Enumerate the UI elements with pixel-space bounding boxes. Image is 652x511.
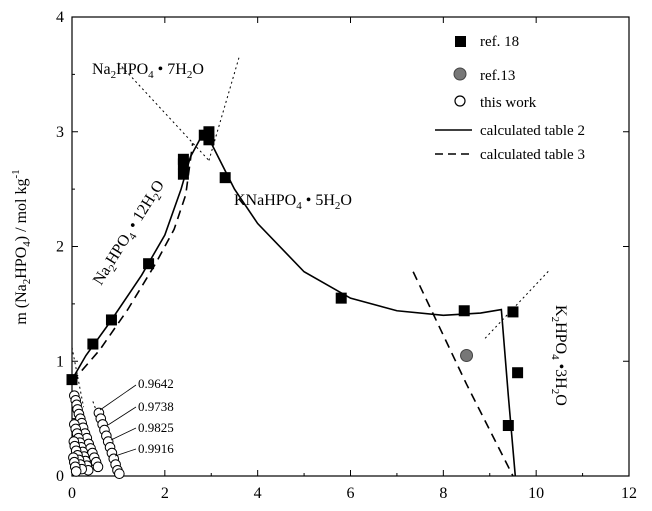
legend-marker-open-circle	[454, 95, 466, 107]
data-point-ref-13	[460, 349, 474, 363]
data-point-ref-18	[507, 306, 519, 318]
isotherm-leader-line	[110, 427, 137, 441]
data-point-ref-18	[458, 305, 470, 317]
y-tick-label: 2	[56, 239, 64, 256]
x-tick-label: 0	[68, 485, 76, 502]
legend-label: calculated table 3	[480, 147, 585, 163]
label-na2hpo4-12h2o: Na2HPO4 • 12H2O	[90, 177, 170, 289]
legend-marker-filled-square	[455, 36, 466, 47]
isotherm-leader-line	[99, 384, 137, 411]
label-knahpo4-5h2o: KNaHPO4 • 5H2O	[234, 192, 352, 212]
data-point-ref-18	[512, 367, 524, 379]
data-point-ref-18	[87, 338, 99, 350]
data-point-ref-18	[143, 258, 155, 270]
chart-legend: ref. 18 ref.13 this work calculated tabl…	[435, 34, 585, 163]
dotted-tie-line	[484, 269, 551, 339]
dotted-tie-line	[118, 62, 210, 161]
label-na2hpo4-7h2o: Na2HPO4 • 7H2O	[92, 61, 204, 81]
x-tick-label: 4	[254, 485, 262, 502]
data-point-ref-18	[219, 172, 231, 184]
isotherm-label: 0.9916	[138, 441, 174, 456]
x-tick-label: 6	[347, 485, 355, 502]
legend-marker-gray-circle	[453, 67, 467, 81]
phase-annotations: Na2HPO4 • 7H2O Na2HPO4 • 12H2O KNaHPO4 •…	[90, 61, 569, 457]
data-point-ref-18	[502, 420, 514, 432]
isotherm-label: 0.9738	[138, 399, 174, 414]
dotted-tie-line	[71, 347, 85, 408]
data-point-this-work	[70, 466, 82, 477]
data-point-this-work	[92, 461, 104, 473]
y-tick-label: 4	[56, 9, 64, 26]
legend-label: ref.13	[480, 68, 515, 84]
data-point-ref-18	[177, 153, 189, 165]
y-axis-label: m (Na2HPO4) / mol kg-1	[10, 169, 33, 324]
legend-label: calculated table 2	[480, 123, 585, 139]
isotherm-label: 0.9642	[138, 376, 174, 391]
x-tick-label: 2	[161, 485, 169, 502]
x-tick-label: 8	[439, 485, 447, 502]
legend-label: ref. 18	[480, 34, 519, 50]
isotherm-leader-line	[114, 448, 137, 457]
y-tick-label: 0	[56, 468, 64, 485]
data-point-ref-18	[203, 134, 215, 146]
legend-label: this work	[480, 95, 537, 111]
data-point-ref-18	[203, 126, 215, 138]
x-tick-label: 10	[528, 485, 544, 502]
label-k2hpo4-3h2o: K2HPO4 •3H2O	[549, 305, 569, 406]
data-point-ref-18	[105, 314, 117, 326]
dashed-calculated-curve	[412, 271, 514, 477]
x-tick-label: 12	[621, 485, 637, 502]
data-point-ref-18	[66, 374, 78, 386]
y-tick-label: 3	[56, 124, 64, 141]
isotherm-label: 0.9825	[138, 420, 174, 435]
data-point-ref-18	[177, 168, 189, 180]
isotherm-leader-line	[107, 406, 137, 426]
data-points	[66, 126, 524, 480]
data-point-ref-18	[335, 292, 347, 304]
y-tick-label: 1	[56, 353, 64, 370]
data-point-this-work	[114, 468, 125, 480]
